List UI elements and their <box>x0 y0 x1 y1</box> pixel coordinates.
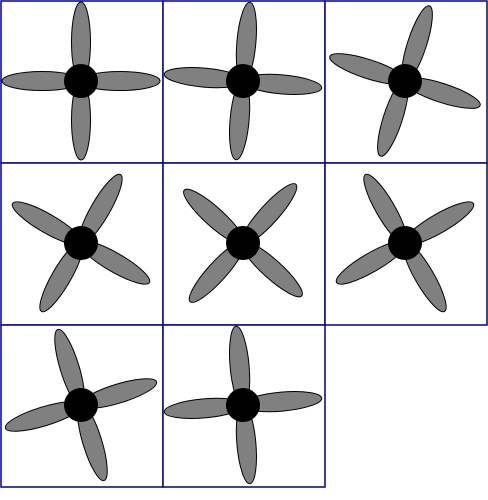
propeller-icon <box>329 5 481 157</box>
propeller-hub <box>226 388 260 422</box>
frame-5 <box>162 162 326 326</box>
propeller-hub <box>388 64 422 98</box>
propeller-icon <box>183 183 303 303</box>
frame-8 <box>162 324 326 488</box>
frame-3 <box>324 0 488 164</box>
propeller-hub <box>388 226 422 260</box>
propeller-hub <box>64 388 98 422</box>
propeller-icon <box>11 173 151 313</box>
propeller-icon <box>4 328 158 482</box>
propeller-hub <box>64 226 98 260</box>
frame-1 <box>0 0 164 164</box>
propeller-icon <box>335 173 475 313</box>
frame-7 <box>0 324 164 488</box>
frame-2 <box>162 0 326 164</box>
propeller-icon <box>1 1 161 161</box>
propeller-hub <box>226 64 260 98</box>
propeller-hub <box>226 226 260 260</box>
propeller-icon <box>163 1 323 161</box>
frame-6 <box>324 162 488 326</box>
propeller-hub <box>64 64 98 98</box>
frame-4 <box>0 162 164 326</box>
propeller-icon <box>163 325 323 485</box>
